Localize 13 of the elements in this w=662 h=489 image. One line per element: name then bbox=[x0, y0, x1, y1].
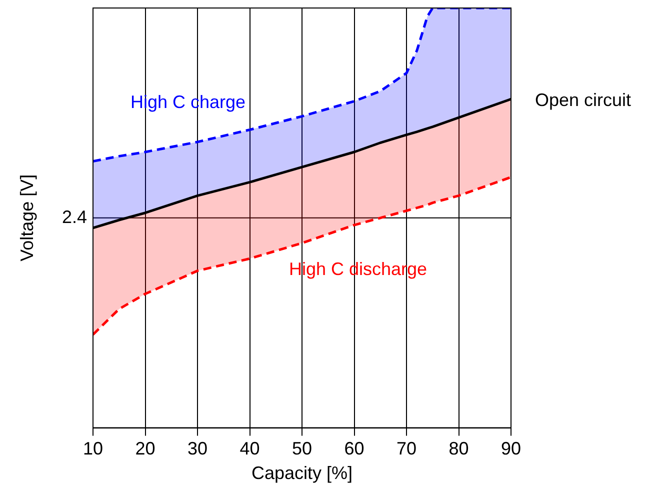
text: 2.4 bbox=[62, 206, 87, 227]
y-axis-title: Voltage [V] bbox=[16, 174, 37, 262]
x-tick-label: 60 bbox=[344, 438, 364, 459]
x-tick-label: 90 bbox=[500, 438, 522, 459]
x-axis-title: Capacity [%] bbox=[251, 463, 353, 484]
series-label: Open circuit bbox=[535, 90, 632, 110]
x-tick-label: 50 bbox=[292, 438, 312, 459]
x-tick-label: 30 bbox=[187, 438, 208, 459]
x-tick-label: 10 bbox=[82, 438, 104, 459]
x-tick-label: 80 bbox=[448, 438, 469, 459]
x-tick-label: 40 bbox=[240, 438, 260, 459]
x-tick-label: 20 bbox=[135, 438, 156, 459]
x-tick-label: 70 bbox=[396, 438, 417, 459]
